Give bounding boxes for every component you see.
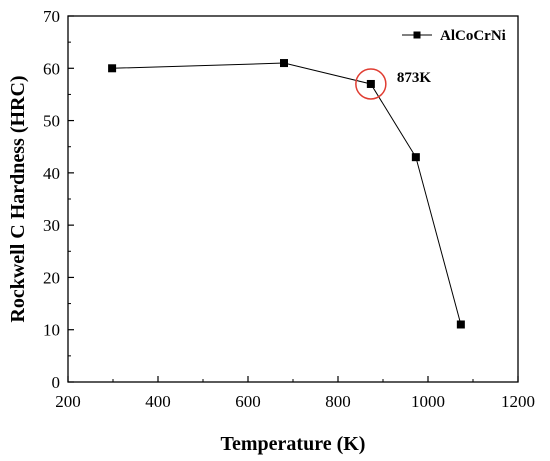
y-tick-label: 0 — [52, 373, 61, 392]
y-tick-label: 40 — [43, 164, 60, 183]
y-tick-label: 50 — [43, 112, 60, 131]
data-point — [456, 320, 465, 329]
series-markers — [108, 59, 465, 329]
data-point — [108, 64, 117, 73]
legend-marker — [413, 31, 421, 39]
axis-ticks — [67, 15, 519, 383]
y-tick-label: 30 — [43, 216, 60, 235]
y-tick-label: 10 — [43, 321, 60, 340]
series-line — [112, 62, 462, 325]
x-tick-label: 1200 — [501, 392, 535, 411]
data-point — [411, 153, 420, 162]
data-point — [280, 59, 288, 68]
legend-label: AlCoCrNi — [440, 28, 506, 44]
x-axis-title: Temperature (K) — [221, 433, 366, 455]
annotation-label: 873K — [397, 70, 432, 86]
highlight-circle — [355, 68, 387, 100]
y-tick-label: 60 — [43, 59, 60, 78]
x-tick-label: 400 — [145, 392, 171, 411]
y-tick-label: 20 — [43, 268, 60, 287]
x-tick-label: 800 — [325, 392, 351, 411]
y-axis-title: Rockwell C Hardness (HRC) — [7, 75, 29, 322]
x-tick-label: 200 — [55, 392, 81, 411]
x-tick-label: 1000 — [411, 392, 445, 411]
y-tick-label: 70 — [43, 7, 60, 26]
data-point — [366, 79, 375, 88]
x-tick-label: 600 — [235, 392, 261, 411]
plot-frame — [67, 15, 519, 383]
axis-tick-labels: 200 400 600 800 1000 1200 0 10 20 30 40 50 60 70 — [43, 7, 535, 411]
legend: AlCoCrNi — [402, 28, 506, 44]
